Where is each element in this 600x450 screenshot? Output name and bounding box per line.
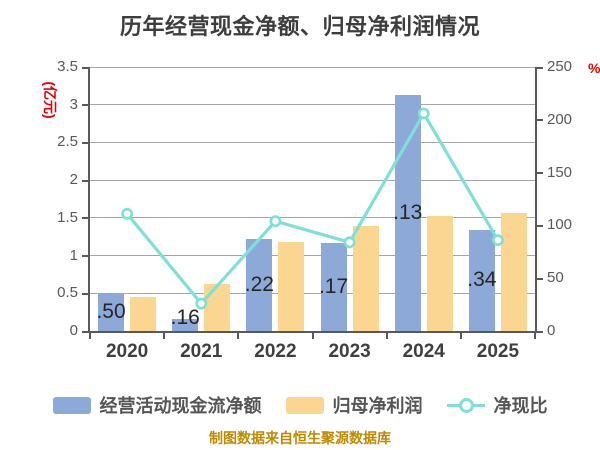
bar-value-label: .22 <box>244 272 274 296</box>
chart-title: 历年经营现金净额、归母净利润情况 <box>119 14 480 39</box>
gridline <box>90 104 535 106</box>
y-axis-right-tick-label: 200 <box>547 110 573 128</box>
bar-operating-cashflow <box>172 318 199 331</box>
y-axis-left-tick <box>82 330 88 333</box>
x-axis-tick <box>385 333 388 339</box>
y-axis-left-tick <box>82 66 88 69</box>
x-axis-category-label: 2025 <box>476 341 520 362</box>
y-axis-left-tick-label: 1.5 <box>57 208 78 226</box>
y-axis-right-tick <box>537 224 543 227</box>
x-axis-tick <box>237 333 240 339</box>
y-axis-right-tick <box>537 172 543 175</box>
x-axis-category-label: 2021 <box>180 341 223 362</box>
gridline <box>90 217 535 219</box>
y-axis-right-tick-label: 250 <box>547 58 573 75</box>
gridline <box>90 179 535 181</box>
bar-value-label: .34 <box>467 268 497 292</box>
bar-net-profit <box>500 213 527 331</box>
legend-item-net-profit: 归母净利润 <box>285 392 423 418</box>
bar-value-label: .17 <box>318 274 349 298</box>
legend-label-bar2: 归母净利润 <box>332 396 423 416</box>
y-axis-left-tick-label: 3.5 <box>57 58 78 75</box>
legend-swatch-bar1 <box>52 396 91 414</box>
bar-operating-cashflow <box>98 293 125 331</box>
y-axis-right-tick <box>537 66 543 69</box>
y-axis-right-tick-label: 0 <box>547 322 556 339</box>
y-axis-left-tick-label: 0 <box>69 322 78 339</box>
legend-item-cash-ratio: 净现比 <box>446 392 548 418</box>
x-axis-tick <box>89 333 91 339</box>
gridline <box>90 141 535 143</box>
y-axis-left-tick <box>82 141 88 144</box>
y-axis-left-tick <box>82 292 88 295</box>
y-axis-right-tick-label: 50 <box>547 269 564 287</box>
y-axis-right-tick <box>537 119 543 122</box>
y-axis-left-tick <box>82 255 88 258</box>
x-axis-category-label: 2023 <box>328 341 371 362</box>
y-axis-left-tick-label: 2.5 <box>57 133 78 151</box>
bar-value-label: .16 <box>170 306 200 329</box>
y-axis-left-tick-label: 3 <box>69 95 78 113</box>
y-axis-left-tick-label: 0.5 <box>57 284 78 302</box>
y-axis-left-tick-label: 1 <box>69 246 78 264</box>
y-axis-left-tick-label: 2 <box>69 171 78 189</box>
bar-value-label: .13 <box>393 200 423 224</box>
x-axis-tick <box>459 333 462 339</box>
legend-line-point-icon <box>458 397 474 413</box>
legend-label-line: 净现比 <box>493 396 548 416</box>
bar-net-profit <box>426 216 453 331</box>
legend-swatch-bar2 <box>285 396 324 414</box>
y-axis-left-tick <box>82 179 88 182</box>
legend: 经营活动现金流净额 归母净利润 净现比 <box>0 392 600 418</box>
right-axis-unit-label: % <box>588 60 600 76</box>
y-axis-right-tick-label: 150 <box>547 163 573 181</box>
y-axis-right-tick <box>537 277 543 280</box>
y-axis-left-tick <box>82 217 88 220</box>
data-source-caption: 制图数据来自恒生聚源数据库 <box>209 430 391 446</box>
gridline <box>90 66 535 68</box>
y-axis-right-tick <box>537 330 543 333</box>
x-axis-category-label: 2020 <box>105 341 149 362</box>
legend-item-operating-cashflow: 经营活动现金流净额 <box>52 392 262 418</box>
x-axis-tick <box>534 333 536 339</box>
y-axis-right <box>535 67 537 333</box>
x-axis-category-label: 2024 <box>402 341 445 362</box>
x-axis-tick <box>311 333 314 339</box>
legend-line-icon <box>446 397 485 414</box>
x-axis-tick <box>163 333 166 339</box>
y-axis-right-tick-label: 100 <box>547 216 573 234</box>
y-axis-left-tick <box>82 104 88 107</box>
bar-value-label: .50 <box>96 300 126 324</box>
x-axis <box>88 331 537 333</box>
x-axis-category-label: 2022 <box>254 341 297 362</box>
legend-label-bar1: 经营活动现金流净额 <box>99 396 262 416</box>
y-axis-left <box>88 67 90 333</box>
